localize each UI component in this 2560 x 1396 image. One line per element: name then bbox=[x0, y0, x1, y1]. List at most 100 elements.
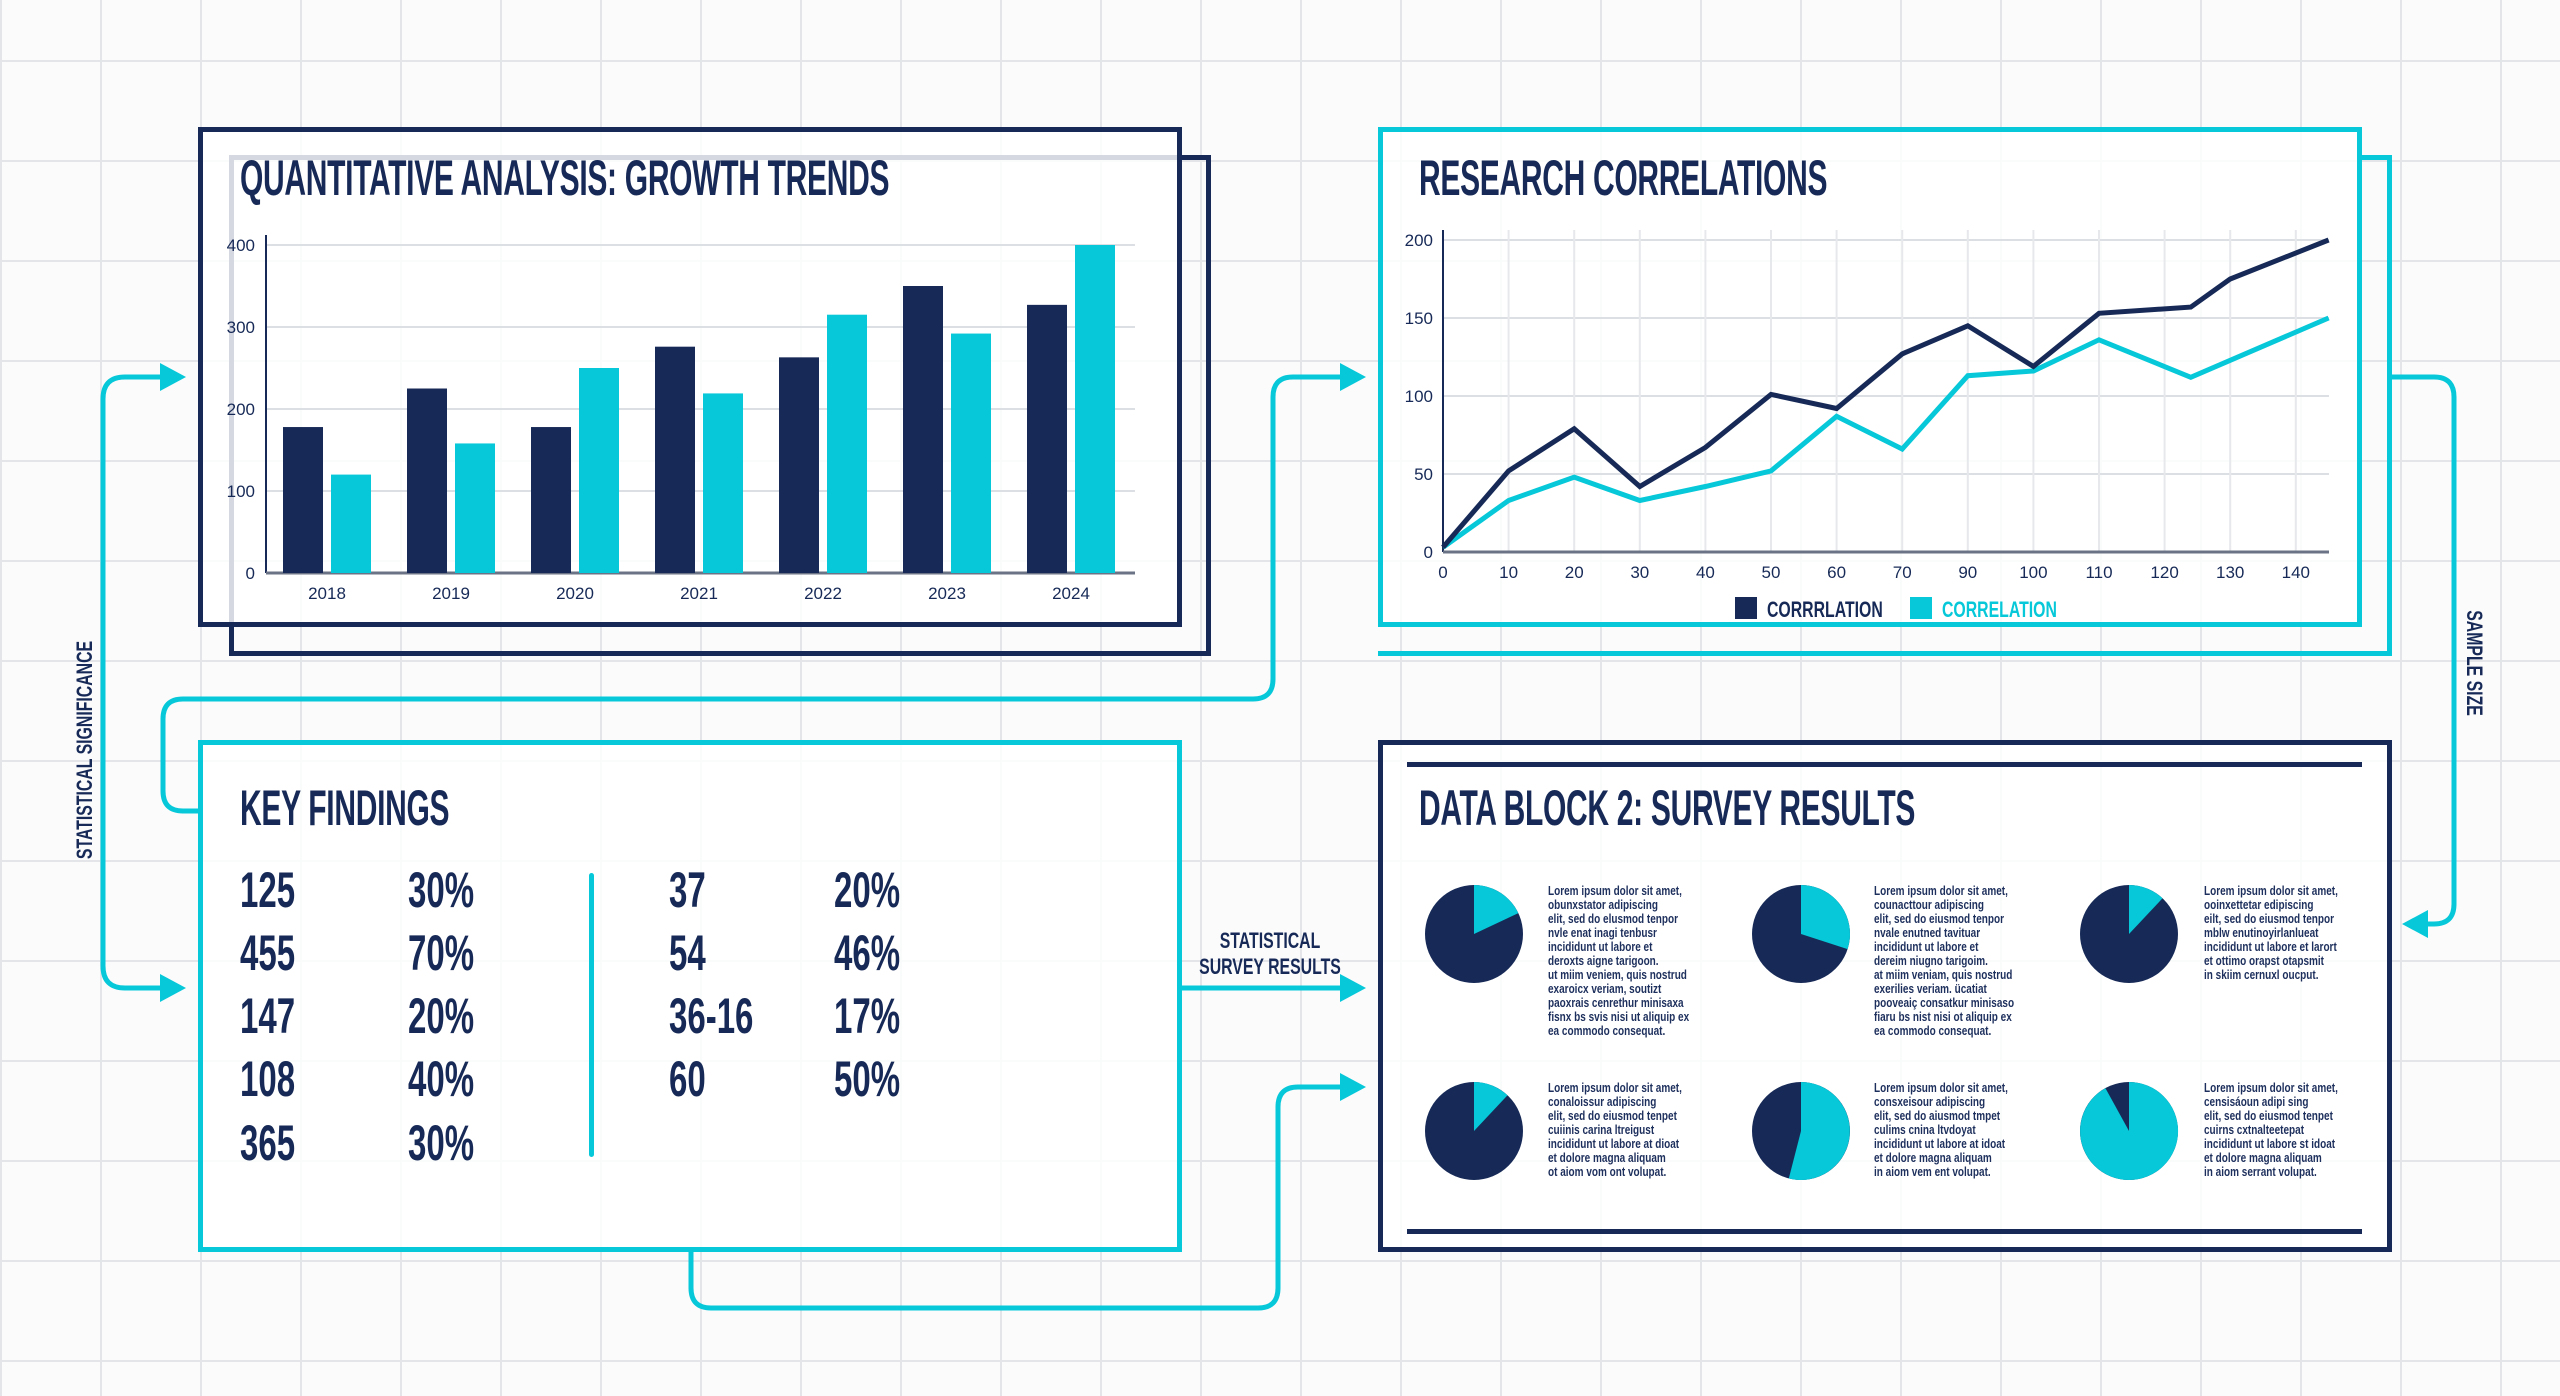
line-x-tick-label: 140 bbox=[2282, 563, 2310, 582]
survey-text-line: dereim niugno tarigoim. bbox=[1874, 954, 1988, 968]
pie-slice-cyan bbox=[1474, 1082, 1508, 1131]
survey-text-line: in skiim cernuxl oucput. bbox=[2204, 968, 2319, 982]
bar-2022-series-1 bbox=[779, 357, 819, 573]
survey-title: DATA BLOCK 2: SURVEY RESULTS bbox=[1419, 780, 1916, 836]
survey-text-line: incididunt ut labore st idoat bbox=[2204, 1137, 2336, 1151]
finding-value: 365 bbox=[240, 1115, 296, 1171]
survey-text-line: Lorem ipsum dolor sit amet, bbox=[1548, 884, 1682, 898]
pie-slice-cyan bbox=[1474, 885, 1519, 934]
bar-x-tick-label: 2022 bbox=[804, 584, 842, 603]
survey-text-line: nvale enutned tavituar bbox=[1874, 926, 1981, 940]
survey-text-line: paoxrais cenrethur minisaxa bbox=[1548, 996, 1684, 1010]
findings-to-research-connector bbox=[160, 374, 1345, 814]
survey-text-line: ooinxettetar edipiscing bbox=[2204, 898, 2314, 912]
survey-text-line: et dolore magna aliquam bbox=[2204, 1151, 2322, 1165]
survey-text-line: in aiom vem ent volupat. bbox=[1874, 1165, 1991, 1179]
bar-2021-series-2 bbox=[703, 393, 743, 573]
survey-item-text: Lorem ipsum dolor sit amet, conaloissur a… bbox=[1548, 1081, 1682, 1179]
bar-x-tick-label: 2024 bbox=[1052, 584, 1090, 603]
survey-text-line: exerilies veriam. ücatiat bbox=[1874, 982, 1987, 996]
survey-text-line: elit, sed do eiusmod tenpet bbox=[2204, 1109, 2333, 1123]
line-x-tick-label: 90 bbox=[1958, 563, 1977, 582]
statistical-survey-label-line1: STATISTICAL bbox=[1219, 928, 1321, 953]
survey-text-line: et dolore magna aliquam bbox=[1548, 1151, 1666, 1165]
bar-2022-series-2 bbox=[827, 314, 867, 573]
line-x-tick-label: 40 bbox=[1696, 563, 1715, 582]
pie-slice-cyan bbox=[2129, 885, 2163, 934]
line-x-tick-label: 0 bbox=[1438, 563, 1447, 582]
finding-value: 455 bbox=[240, 925, 296, 981]
survey-text-line: elit, sed do eiusmod tenpet bbox=[1548, 1109, 1677, 1123]
survey-text-line: ea commodo consequat. bbox=[1548, 1024, 1666, 1038]
line-x-tick-label: 70 bbox=[1893, 563, 1912, 582]
survey-item-text: Lorem ipsum dolor sit amet, ooinxettetar … bbox=[2204, 884, 2338, 982]
survey-text-line: mblw enutinoyirlanlueat bbox=[2204, 926, 2319, 940]
bar-x-tick-label: 2021 bbox=[680, 584, 718, 603]
bar-2021-series-1 bbox=[655, 346, 695, 573]
left-bracket-connector bbox=[100, 374, 165, 991]
survey-text-line: incididunt ut labore at idoat bbox=[1874, 1137, 2006, 1151]
survey-text-line: fiaru bs nist nisi ot aliquip ex bbox=[1874, 1010, 2012, 1024]
line-x-tick-label: 110 bbox=[2085, 563, 2112, 582]
survey-text-line: elit, sed do aiusmod tmpet bbox=[1874, 1109, 2001, 1123]
survey-text-line: ea commodo consequat. bbox=[1874, 1024, 1992, 1038]
survey-text-line: consxeisour adipiscing bbox=[1874, 1095, 1986, 1109]
arrow-right-icon bbox=[160, 363, 186, 391]
finding-percent: 30% bbox=[408, 862, 475, 918]
survey-bottom-rule bbox=[1407, 1229, 2362, 1234]
survey-item-text: Lorem ipsum dolor sit amet, counacttour a… bbox=[1874, 884, 2014, 1038]
bar-y-tick-label: 100 bbox=[227, 482, 255, 501]
legend-label: CORRELATION bbox=[1942, 599, 2057, 623]
research-panel bbox=[1378, 127, 2362, 627]
legend-swatch bbox=[1910, 597, 1932, 619]
survey-text-line: counacttour adipiscing bbox=[1874, 898, 1985, 912]
sample-size-label: SAMPLE SIZE bbox=[2462, 610, 2487, 716]
survey-text-line: elit, sed do eiusmod tenpor bbox=[1874, 912, 2005, 926]
survey-text-line: fisnx bs svis nisi ut aliquip ex bbox=[1548, 1010, 1690, 1024]
findings-to-survey-connector bbox=[688, 1084, 1345, 1311]
survey-text-line: Lorem ipsum dolor sit amet, bbox=[1874, 1081, 2008, 1095]
finding-value: 108 bbox=[240, 1051, 296, 1107]
survey-text-line: nvle enat inagi tenbusr bbox=[1548, 926, 1657, 940]
survey-text-line: cuiinis carina ltreigust bbox=[1548, 1123, 1655, 1137]
line-y-tick-label: 200 bbox=[1405, 231, 1433, 250]
survey-item-text: Lorem ipsum dolor sit amet, obunxstator a… bbox=[1548, 884, 1689, 1038]
finding-percent: 20% bbox=[408, 988, 475, 1044]
bar-2019-series-2 bbox=[455, 443, 495, 573]
line-x-tick-label: 130 bbox=[2216, 563, 2244, 582]
bar-x-tick-label: 2020 bbox=[556, 584, 594, 603]
survey-text-line: in aiom serrant volupat. bbox=[2204, 1165, 2317, 1179]
line-x-tick-label: 20 bbox=[1565, 563, 1584, 582]
line-y-tick-label: 0 bbox=[1424, 543, 1433, 562]
survey-text-line: incididunt ut labore et larort bbox=[2204, 940, 2337, 954]
survey-text-line: ut miim veniem, quis nostrud bbox=[1548, 968, 1687, 982]
survey-text-line: eilt, sed do eiusmod tenpor bbox=[2204, 912, 2335, 926]
survey-text-line: elit, sed do elusmod tenpor bbox=[1548, 912, 1679, 926]
legend-swatch bbox=[1735, 597, 1757, 619]
line-x-tick-label: 100 bbox=[2019, 563, 2047, 582]
survey-text-line: ot aiom vom ont volupat. bbox=[1548, 1165, 1667, 1179]
finding-percent: 46% bbox=[834, 925, 901, 981]
line-series-correlation bbox=[1441, 315, 2330, 550]
survey-text-line: obunxstator adipiscing bbox=[1548, 898, 1659, 912]
finding-value: 36-16 bbox=[669, 988, 754, 1044]
finding-value: 54 bbox=[669, 925, 706, 981]
growth-title: QUANTITATIVE ANALYSIS: GROWTH TRENDS bbox=[240, 150, 890, 206]
statistical-survey-label: STATISTICAL SURVEY RESULTS bbox=[1198, 928, 1342, 980]
arrow-right-icon bbox=[1340, 363, 1366, 391]
bar-2019-series-1 bbox=[407, 388, 447, 573]
research-title: RESEARCH CORRELATIONS bbox=[1419, 150, 1828, 206]
bar-x-tick-label: 2019 bbox=[432, 584, 470, 603]
line-y-tick-label: 150 bbox=[1405, 309, 1433, 328]
survey-text-line: et dolore magna aliquam bbox=[1874, 1151, 1992, 1165]
finding-value: 60 bbox=[669, 1051, 706, 1107]
bar-2024-series-2 bbox=[1075, 245, 1115, 573]
finding-percent: 70% bbox=[408, 925, 475, 981]
pie-slice-cyan bbox=[1788, 1082, 1850, 1180]
finding-value: 147 bbox=[240, 988, 296, 1044]
findings-divider bbox=[589, 873, 594, 1157]
survey-text-line: pooveaiç consatkur minisaso bbox=[1874, 996, 2015, 1010]
bar-2018-series-1 bbox=[283, 427, 323, 573]
